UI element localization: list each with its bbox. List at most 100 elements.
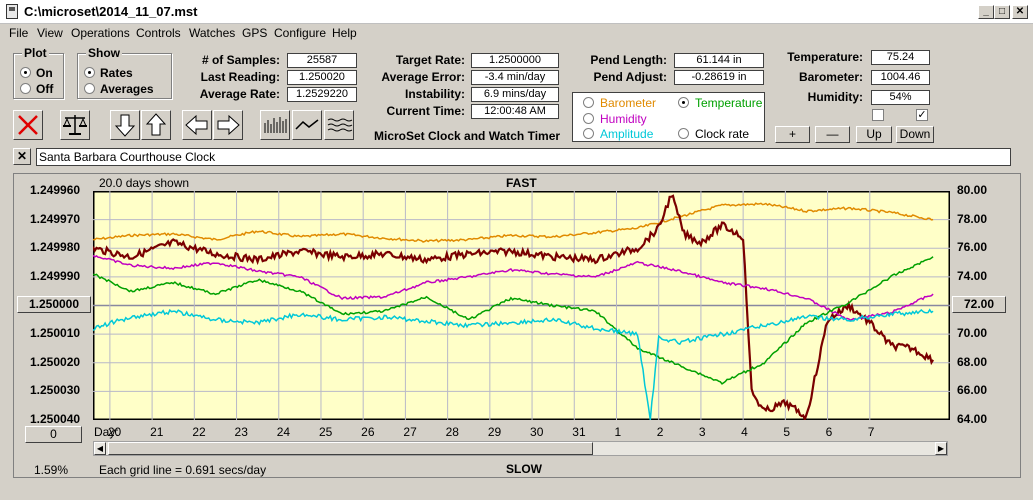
param-humidity-radio[interactable]: Humidity: [583, 112, 647, 126]
up-arrow-button[interactable]: [141, 110, 171, 140]
x-tick-label: 25: [318, 425, 333, 439]
app-title: MicroSet Clock and Watch Timer: [374, 129, 561, 143]
clear-note-button[interactable]: ✕: [13, 148, 31, 165]
right-tick-label: 64.00: [957, 412, 988, 426]
arrow-up-icon: [145, 113, 167, 136]
chart-panel: [13, 173, 1021, 478]
close-button[interactable]: ✕: [1012, 5, 1028, 19]
bar-view-button[interactable]: [260, 110, 290, 140]
left-tick-label: 1.250030: [30, 383, 81, 398]
last-reading-value: 1.250020: [287, 70, 357, 85]
temperature-value: 75.24: [871, 50, 930, 65]
scroll-left-icon[interactable]: ◀: [94, 442, 106, 455]
chart-plot: [93, 191, 950, 420]
param-temperature-radio[interactable]: Temperature: [678, 96, 762, 110]
temperature-label: Temperature:: [787, 50, 863, 64]
x-tick-label: 31: [572, 425, 586, 439]
average-error-value: -3.4 min/day: [471, 70, 559, 85]
days-shown-label: 20.0 days shown: [99, 176, 190, 190]
minus-button[interactable]: —: [815, 126, 850, 143]
maximize-button[interactable]: □: [994, 5, 1010, 19]
center-left-button[interactable]: 1.250000: [17, 296, 91, 313]
menu-gps[interactable]: GPS: [242, 26, 268, 40]
radio-icon: [84, 83, 95, 94]
center-right-button[interactable]: 72.00: [952, 296, 1006, 313]
x-tick-label: 5: [783, 425, 791, 439]
average-rate-label: Average Rate:: [199, 87, 280, 101]
right-tick-label: 74.00: [957, 268, 988, 283]
balance-scale-icon: [63, 115, 87, 135]
param-barometer-radio[interactable]: Barometer: [583, 96, 656, 110]
pend-adjust-label: Pend Adjust:: [593, 70, 667, 84]
menu-operations[interactable]: Operations: [71, 26, 130, 40]
right-arrow-button[interactable]: [213, 110, 243, 140]
bars-icon: [264, 117, 287, 133]
plot-group: Plot On Off: [13, 46, 64, 99]
left-tick-label: 1.249960: [30, 183, 81, 197]
scroll-thumb[interactable]: [108, 442, 593, 455]
offset-button[interactable]: 0: [25, 426, 82, 443]
down-button[interactable]: Down: [896, 126, 934, 143]
samples-value: 25587: [287, 53, 357, 68]
left-arrow-button[interactable]: [182, 110, 212, 140]
show-averages-label: Averages: [100, 82, 154, 96]
checkbox-right[interactable]: ✓: [916, 109, 928, 121]
minimize-button[interactable]: _: [978, 5, 994, 19]
stop-button[interactable]: [13, 110, 43, 140]
line-graph-icon: [295, 119, 319, 130]
series-line-amplitude: [93, 308, 934, 420]
arrow-left-icon: [185, 114, 208, 136]
plot-on-radio[interactable]: On: [20, 66, 53, 80]
right-tick-label: 68.00: [957, 354, 988, 369]
balance-button[interactable]: [60, 110, 90, 140]
series-line-clock-rate: [93, 194, 935, 420]
left-tick-label: 1.249970: [30, 211, 81, 226]
right-tick-label: 78.00: [957, 211, 988, 226]
right-tick-label: 80.00: [957, 183, 988, 197]
pend-adjust-value: -0.28619 in: [674, 70, 764, 85]
show-averages-radio[interactable]: Averages: [84, 82, 154, 96]
x-tick-label: 23: [234, 425, 248, 439]
wave-view-button[interactable]: [324, 110, 354, 140]
x-tick-label: 7: [867, 425, 875, 439]
radio-icon: [583, 128, 594, 139]
humidity-value: 54%: [871, 90, 930, 105]
menu-file[interactable]: File: [9, 26, 29, 40]
humidity-label: Humidity:: [807, 90, 863, 104]
menu-help[interactable]: Help: [332, 26, 357, 40]
radio-selected-icon: [20, 67, 31, 78]
x-tick-label: 30: [530, 425, 544, 439]
right-tick-label: 70.00: [957, 326, 988, 341]
down-arrow-button[interactable]: [110, 110, 140, 140]
menu-view[interactable]: View: [37, 26, 63, 40]
checkbox-left[interactable]: [872, 109, 884, 121]
barometer-label: Barometer:: [798, 70, 863, 84]
app-icon: [6, 4, 18, 19]
pend-length-value: 61.144 in: [674, 53, 764, 68]
x-tick-label: 29: [487, 425, 502, 439]
note-input[interactable]: Santa Barbara Courthouse Clock: [36, 148, 1011, 166]
horizontal-scrollbar[interactable]: ◀ ▶: [93, 441, 948, 456]
percent-label: 1.59%: [34, 463, 69, 477]
param-clock-rate-radio[interactable]: Clock rate: [678, 127, 749, 141]
left-tick-label: 1.250010: [30, 326, 81, 341]
menu-controls[interactable]: Controls: [136, 26, 181, 40]
up-button[interactable]: Up: [856, 126, 892, 143]
param-amplitude-label: Amplitude: [600, 127, 654, 141]
show-rates-radio[interactable]: Rates: [84, 66, 133, 80]
title-bar: C:\microset\2014_11_07.mst _ □ ✕: [0, 0, 1033, 24]
average-error-label: Average Error:: [381, 70, 465, 84]
plus-button[interactable]: +: [775, 126, 810, 143]
line-view-button[interactable]: [292, 110, 322, 140]
show-group: Show Rates Averages: [77, 46, 172, 99]
radio-icon: [583, 113, 594, 124]
plot-off-radio[interactable]: Off: [20, 82, 53, 96]
plot-off-label: Off: [36, 82, 54, 96]
day-axis-label: Day:: [94, 425, 119, 439]
x-tick-label: 21: [150, 425, 164, 439]
target-rate-value: 1.2500000: [471, 53, 559, 68]
scroll-right-icon[interactable]: ▶: [935, 442, 947, 455]
menu-watches[interactable]: Watches: [189, 26, 236, 40]
param-amplitude-radio[interactable]: Amplitude: [583, 127, 653, 141]
menu-configure[interactable]: Configure: [274, 26, 327, 40]
